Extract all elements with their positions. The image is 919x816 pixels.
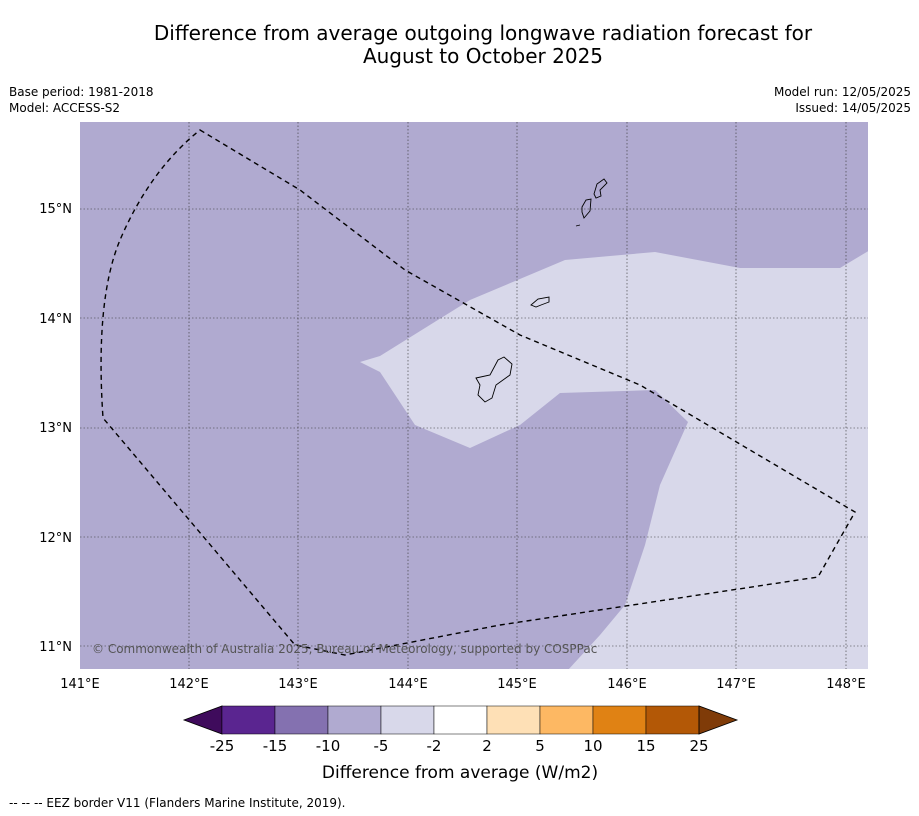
island-guam [475,356,513,403]
colorbar-tick-label: 5 [535,737,545,755]
colorbar-segment [645,705,700,735]
colorbar-segment [380,705,435,735]
colorbar-title: Difference from average (W/m2) [322,763,598,783]
model-name: Model: ACCESS-S2 [9,101,121,115]
colorbar-extend-high [698,705,739,735]
meta-left: Base period: 1981-2018 Model: ACCESS-S2 [9,84,154,116]
colorbar-labels: -25 -15 -10 -5 -2 2 5 10 15 25 [210,737,709,755]
lon-tick-144: 144°E [388,677,428,692]
colorbar-tick-label: -5 [374,737,389,755]
meta-right: Model run: 12/05/2025 Issued: 14/05/2025 [774,84,911,116]
lat-tick-13: 13°N [39,421,72,436]
lon-tick-148: 148°E [826,677,866,692]
lat-tick-14: 14°N [39,312,72,327]
island-saipan [593,178,608,199]
colorbar [182,705,739,735]
island-tinian [581,198,592,219]
lon-tick-143: 143°E [278,677,318,692]
colorbar-tick-label: 15 [636,737,655,755]
colorbar-tick-label: 25 [689,737,708,755]
title-line-1: Difference from average outgoing longwav… [153,21,813,45]
lon-tick-145: 145°E [497,677,537,692]
colorbar-segment [539,705,594,735]
lon-tick-labels: 141°E 142°E 143°E 144°E 145°E 146°E 147°… [60,677,866,692]
graticule [80,122,868,669]
colorbar-segment [221,705,276,735]
lon-tick-146: 146°E [607,677,647,692]
colorbar-tick-label: 10 [583,737,602,755]
colorbar-tick-label: -2 [427,737,442,755]
colorbar-tick-label: -25 [210,737,235,755]
eez-footnote: -- -- -- EEZ border V11 (Flanders Marine… [9,796,346,810]
colorbar-extend-low [182,705,223,735]
colorbar-tick-label: -15 [263,737,288,755]
lat-tick-11: 11°N [39,640,72,655]
anomaly-band-light [360,251,868,669]
lon-tick-141: 141°E [60,677,100,692]
colorbar-tick-label: -10 [316,737,341,755]
colorbar-segment [327,705,382,735]
island-rota [530,296,550,308]
lon-tick-142: 142°E [169,677,209,692]
islands [475,178,608,403]
lat-tick-12: 12°N [39,531,72,546]
base-period: Base period: 1981-2018 [9,85,154,99]
model-run: Model run: 12/05/2025 [773,85,911,99]
colorbar-segment [274,705,329,735]
colorbar-segment [433,705,488,735]
issued-date: Issued: 14/05/2025 [795,101,911,115]
colorbar-segment [592,705,647,735]
title-line-2: August to October 2025 [362,44,604,68]
lat-tick-15: 15°N [39,202,72,217]
island-aguijan [575,224,581,227]
map-panel: © Commonwealth of Australia 2025, Bureau… [80,122,868,669]
eez-border [100,129,856,656]
lat-tick-labels: 15°N 14°N 13°N 12°N 11°N [39,202,72,655]
colorbar-tick-label: 2 [482,737,492,755]
lon-tick-147: 147°E [716,677,756,692]
colorbar-segment [486,705,541,735]
copyright-notice: © Commonwealth of Australia 2025, Bureau… [92,642,597,656]
map-title: Difference from average outgoing longwav… [80,22,886,68]
